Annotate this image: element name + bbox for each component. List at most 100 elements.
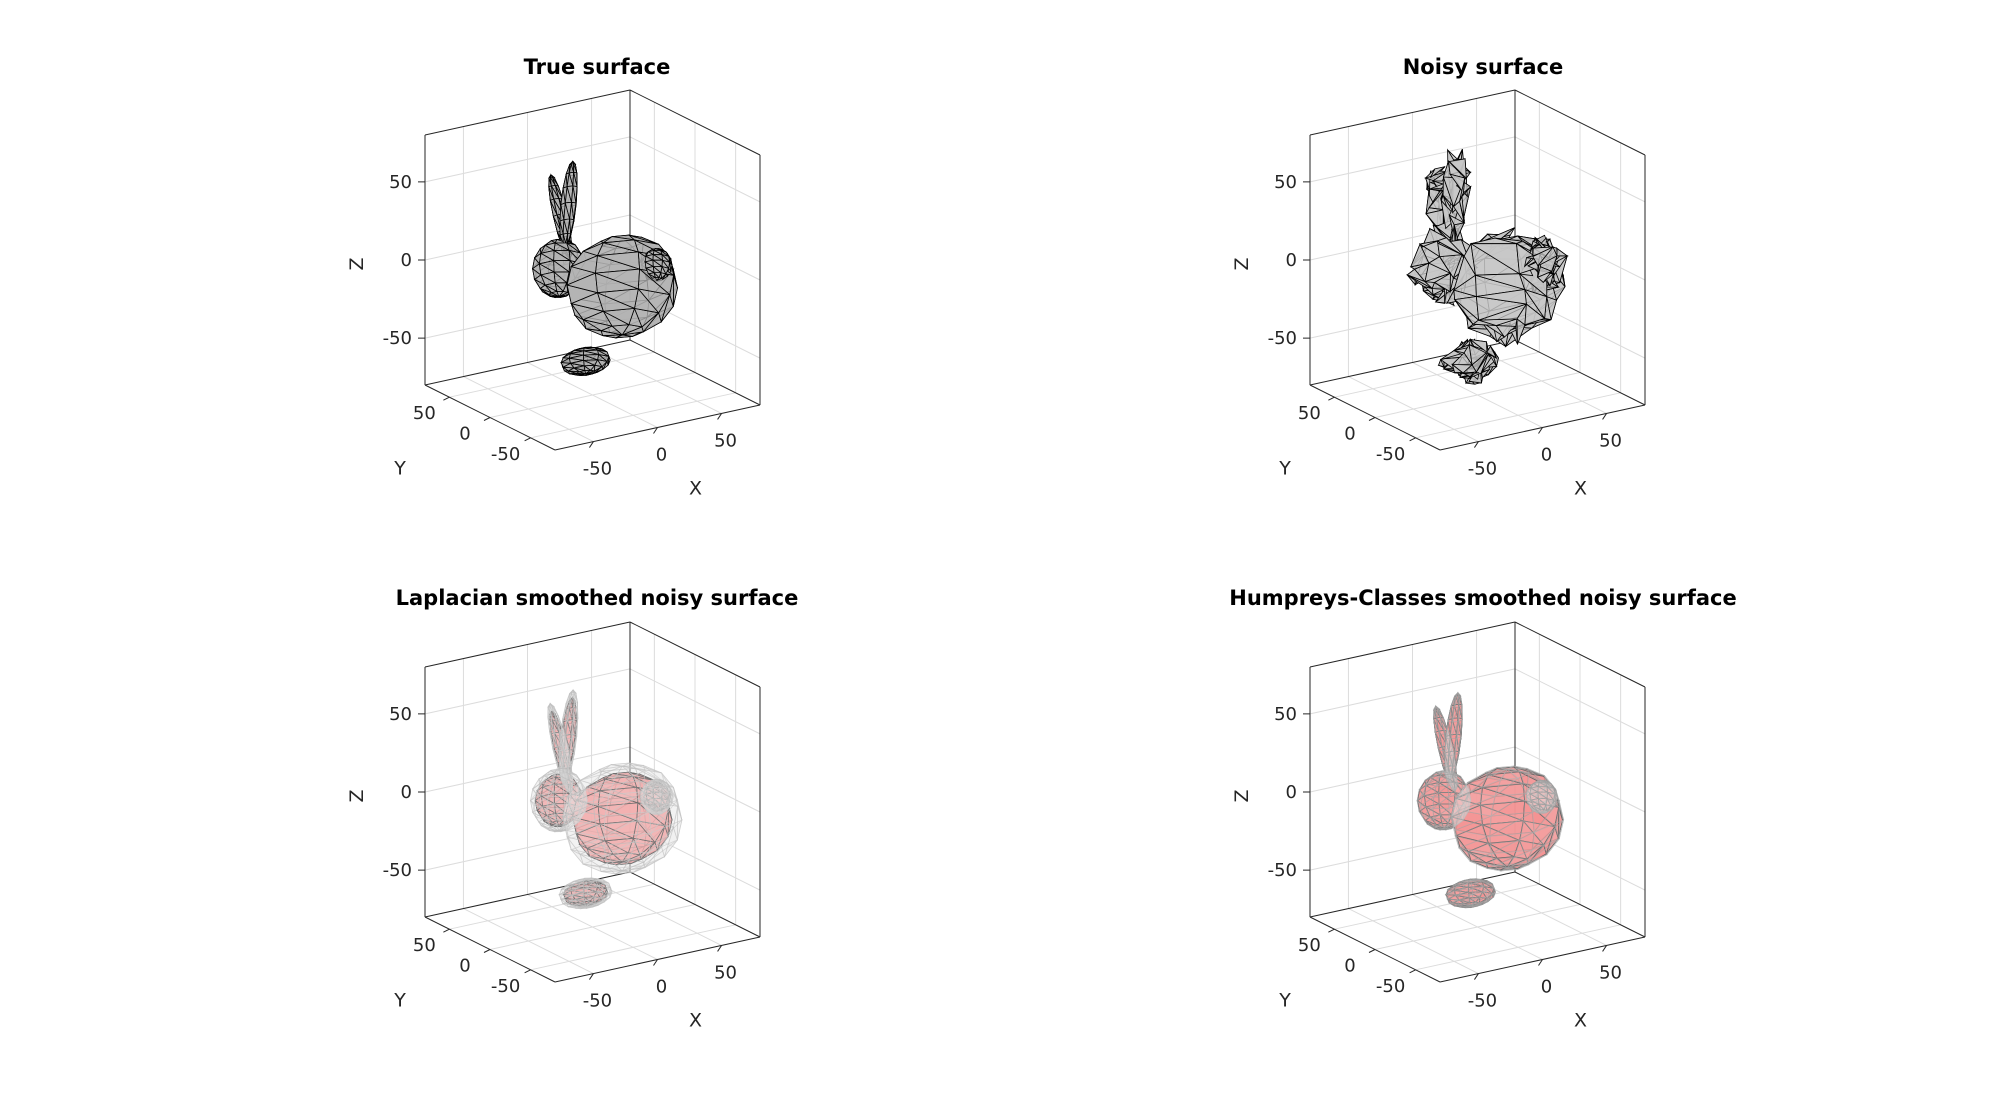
surface-mesh-2	[1416, 691, 1565, 909]
x-tick-mark	[717, 413, 722, 420]
y-tick-mark	[1368, 417, 1376, 421]
y-tick-label: -50	[491, 976, 520, 997]
mesh-face	[552, 249, 571, 262]
axis-box-edge	[1309, 89, 1516, 136]
grid-line	[1309, 214, 1516, 261]
grid-line	[1374, 904, 1581, 950]
x-tick-label: 50	[714, 962, 737, 983]
z-tick-label: 50	[1274, 172, 1297, 193]
x-tick-label: 0	[656, 445, 667, 466]
grid-line	[1514, 136, 1646, 203]
mesh-face	[602, 334, 623, 336]
grid-line	[629, 136, 761, 203]
y-tick-mark	[483, 417, 491, 421]
z-tick-label: -50	[383, 860, 412, 881]
y-tick-mark	[524, 969, 531, 974]
mesh-face	[1486, 345, 1498, 359]
mesh-face	[1433, 272, 1451, 293]
surface-mesh-1	[1405, 148, 1569, 385]
x-axis-label: X	[689, 1010, 702, 1032]
panel-4: Humpreys-Classes smoothed noisy surface-…	[1229, 586, 1736, 1032]
grid-line	[489, 372, 696, 418]
axis-box-edge	[629, 89, 761, 156]
grid-line	[1374, 372, 1581, 418]
x-axis-label: X	[1574, 478, 1587, 500]
mesh-face	[615, 334, 623, 339]
y-tick-mark	[443, 928, 450, 933]
mesh-face	[1459, 192, 1464, 202]
y-tick-label: -50	[1376, 444, 1405, 465]
mesh-face	[1448, 158, 1467, 180]
grid-line	[1334, 883, 1540, 930]
x-tick-mark	[653, 427, 658, 434]
y-tick-mark	[483, 949, 491, 953]
mesh-face	[1436, 237, 1464, 256]
panel-title: True surface	[524, 55, 671, 79]
panel-2: Noisy surface -50 0 50 -50 0 50 -50 0 50 X Y Z	[1231, 55, 1646, 500]
grid-line	[449, 883, 655, 930]
grid-line	[591, 347, 722, 414]
z-tick-label: 0	[401, 782, 412, 803]
mesh-face	[651, 254, 663, 261]
y-axis-label: Y	[1278, 458, 1291, 480]
grid-line	[424, 214, 631, 261]
z-tick-label: 0	[401, 250, 412, 271]
z-axis-label: Z	[346, 789, 368, 802]
z-tick-label: -50	[1268, 328, 1297, 349]
grid-line	[489, 904, 696, 950]
z-tick-label: 50	[389, 704, 412, 725]
y-tick-label: -50	[491, 444, 520, 465]
grid-line	[629, 214, 761, 281]
z-axis-label: Z	[1231, 257, 1253, 270]
grid-line	[1476, 879, 1607, 946]
mesh-face	[651, 259, 663, 268]
x-tick-label: 0	[1541, 445, 1552, 466]
z-tick-label: 0	[1286, 250, 1297, 271]
z-tick-label: 50	[389, 172, 412, 193]
mesh-face	[572, 172, 578, 187]
panel-title: Noisy surface	[1403, 55, 1564, 79]
x-tick-label: -50	[583, 991, 612, 1012]
x-axis-label: X	[689, 478, 702, 500]
y-tick-mark	[524, 437, 531, 442]
mesh-face	[576, 373, 586, 376]
surface-mesh-2	[529, 688, 683, 910]
mesh-face	[571, 185, 577, 204]
x-tick-label: -50	[1468, 459, 1497, 480]
z-axis-label: Z	[346, 257, 368, 270]
surface-mesh-1	[531, 159, 679, 376]
axis-box-edge	[629, 339, 761, 406]
panel-3: Laplacian smoothed noisy surface-50050-5…	[346, 586, 798, 1032]
grid-line	[424, 136, 631, 183]
x-tick-label: 50	[714, 430, 737, 451]
y-axis-label: Y	[393, 458, 406, 480]
mesh-face	[1556, 247, 1569, 257]
y-tick-mark	[443, 396, 450, 401]
x-tick-label: 50	[1599, 430, 1622, 451]
mesh-face	[552, 260, 571, 273]
x-tick-label: 0	[656, 977, 667, 998]
x-tick-mark	[589, 441, 594, 448]
mesh-face	[637, 268, 672, 296]
x-tick-label: -50	[583, 459, 612, 480]
y-tick-mark	[1409, 437, 1416, 442]
grid-line	[1334, 351, 1540, 398]
grid-line	[1309, 136, 1516, 183]
mesh-face	[1430, 166, 1446, 179]
mesh-face	[597, 288, 639, 309]
y-tick-label: 0	[1344, 424, 1355, 445]
y-tick-label: 50	[413, 935, 436, 956]
y-axis-label: Y	[393, 990, 406, 1012]
y-tick-mark	[1328, 396, 1335, 401]
y-tick-label: 0	[459, 424, 470, 445]
mesh-face	[597, 349, 609, 357]
mesh-face	[1453, 222, 1465, 239]
y-tick-label: 50	[1298, 403, 1321, 424]
axis-box-edge	[1514, 89, 1646, 156]
panel-title: Humpreys-Classes smoothed noisy surface	[1229, 586, 1736, 610]
y-tick-label: 0	[459, 956, 470, 977]
grid-line	[1514, 214, 1646, 281]
axis-box-edge	[1514, 339, 1646, 406]
